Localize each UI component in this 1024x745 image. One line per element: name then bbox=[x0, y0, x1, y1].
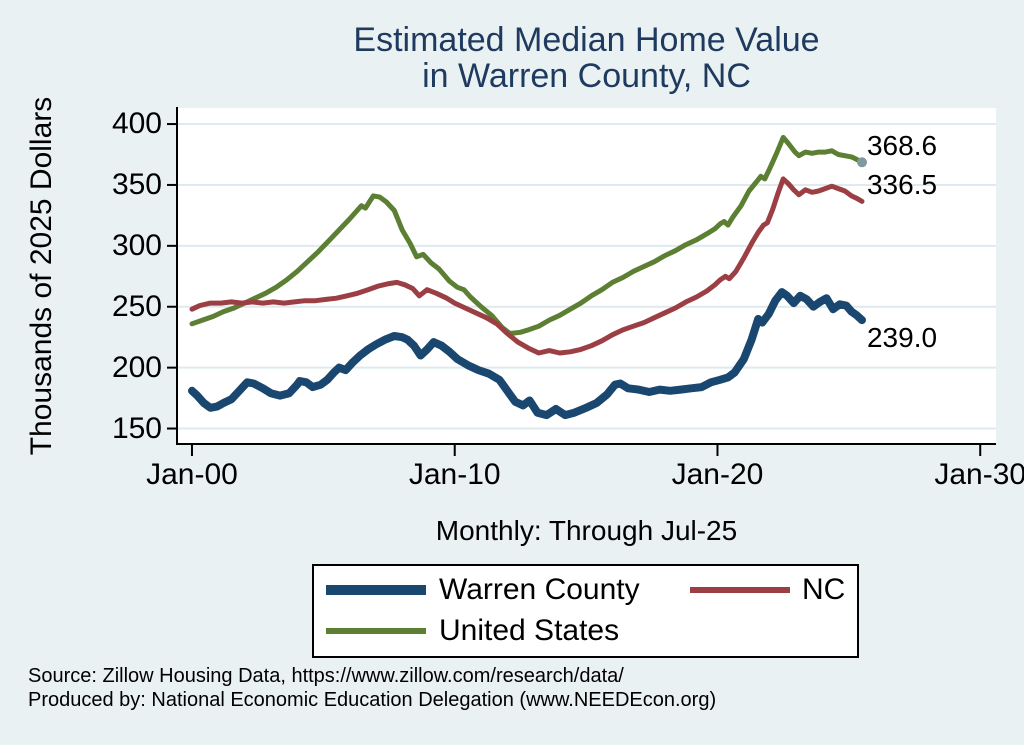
chart-title-line1: Estimated Median Home Value bbox=[353, 21, 820, 59]
y-tick-label: 250 bbox=[111, 289, 162, 323]
x-tick-label: Jan-00 bbox=[146, 458, 238, 491]
series-end-label: 368.6 bbox=[866, 130, 938, 162]
y-tick-label: 350 bbox=[111, 167, 162, 201]
series-end-label: 239.0 bbox=[866, 322, 938, 354]
chart-title-line2: in Warren County, NC bbox=[422, 57, 751, 95]
x-tick-label: Jan-20 bbox=[671, 458, 764, 491]
series-line-nc bbox=[189, 176, 865, 356]
x-tick-label: Jan-10 bbox=[408, 458, 501, 491]
source-line-2: Produced by: National Economic Education… bbox=[28, 689, 717, 711]
legend-label-warren-county: Warren County bbox=[439, 573, 640, 606]
legend-label-nc: NC bbox=[802, 573, 846, 606]
legend-swatch-warren-county bbox=[326, 585, 426, 595]
series-line-warren-county bbox=[188, 288, 866, 420]
source-line-1: Source: Zillow Housing Data, https://www… bbox=[28, 665, 624, 687]
series-end-label: 336.5 bbox=[866, 169, 938, 201]
legend-swatch-united-states bbox=[326, 628, 426, 634]
x-axis-title: Monthly: Through Jul-25 bbox=[435, 515, 738, 546]
y-tick-label: 200 bbox=[111, 350, 162, 384]
legend-swatch-nc bbox=[690, 587, 790, 593]
x-tick-label: Jan-30 bbox=[934, 458, 1024, 491]
y-axis-title: Thousands of 2025 Dollars bbox=[25, 96, 58, 456]
y-tick-label: 150 bbox=[111, 411, 162, 445]
y-tick-label: 400 bbox=[111, 107, 162, 141]
legend-label-united-states: United States bbox=[439, 614, 620, 647]
legend-box: Warren County NC United States bbox=[312, 564, 859, 658]
y-tick-label: 300 bbox=[111, 228, 162, 262]
series-end-marker bbox=[856, 157, 867, 168]
chart-title: Estimated Median Home Value in Warren Co… bbox=[177, 22, 996, 94]
series-line-united-states bbox=[189, 134, 865, 336]
